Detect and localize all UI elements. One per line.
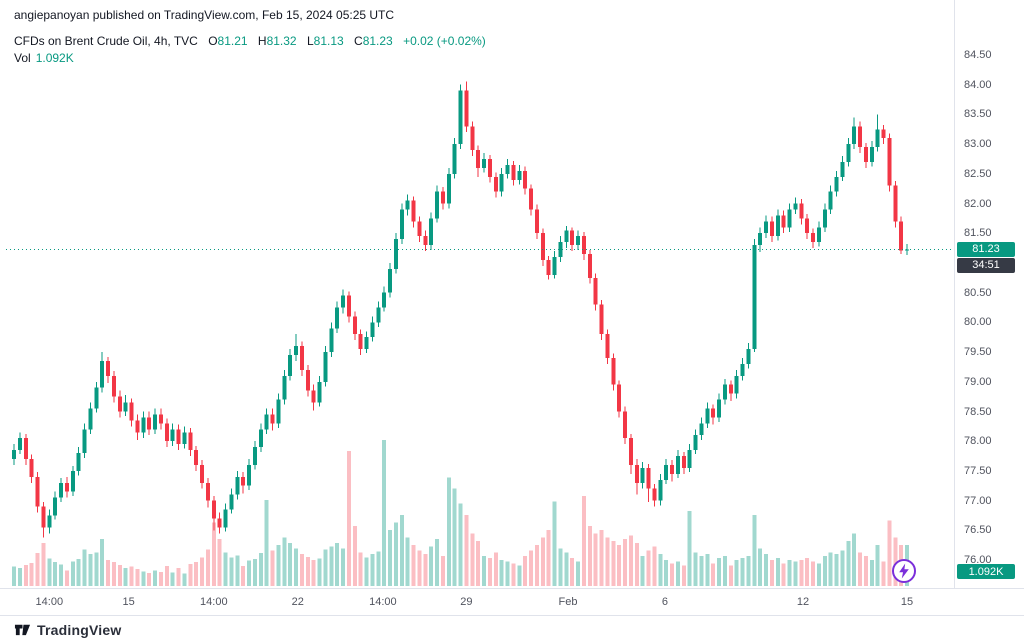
price-tick-label: 76.50 <box>964 524 992 537</box>
candlestick-chart[interactable] <box>0 0 1024 615</box>
price-tick-label: 78.00 <box>964 435 992 448</box>
publish-attribution: angiepanoyan published on TradingView.co… <box>14 8 395 22</box>
price-tick-label: 84.00 <box>964 78 992 91</box>
price-tick-label: 79.50 <box>964 346 992 359</box>
volume-legend: Vol 1.092K <box>14 51 74 65</box>
volume-value: 1.092K <box>35 51 74 65</box>
lightning-icon <box>899 563 909 579</box>
time-tick-label: Feb <box>558 596 578 608</box>
realtime-flash-button[interactable] <box>892 559 916 583</box>
symbol-legend: CFDs on Brent Crude Oil, 4h, TVC O81.21 … <box>14 34 486 48</box>
time-tick-label: 14:00 <box>35 596 64 608</box>
price-tick-label: 81.50 <box>964 227 992 240</box>
price-tick-label: 84.50 <box>964 49 992 61</box>
time-tick-label: 15 <box>900 596 914 608</box>
price-tick-label: 80.00 <box>964 316 992 329</box>
time-tick-label: 14:00 <box>369 596 397 608</box>
ohlc-low: L81.13 <box>306 34 344 48</box>
candles-layer <box>12 81 909 538</box>
time-tick-label: 12 <box>796 596 810 608</box>
price-tick-label: 77.50 <box>964 464 992 477</box>
price-tick-label: 82.50 <box>964 167 992 180</box>
footer-bar: TradingView <box>0 615 1024 643</box>
price-tick-label: 83.50 <box>964 108 992 121</box>
time-tick-label: 29 <box>460 596 473 608</box>
time-tick-label: 15 <box>122 596 135 608</box>
price-tick-label: 79.00 <box>964 375 992 388</box>
time-tick-label: 22 <box>291 596 304 608</box>
volume-axis-badge: 1.092K <box>957 564 1015 579</box>
ohlc-high: H81.32 <box>257 34 297 48</box>
volume-label: Vol <box>14 51 31 65</box>
time-tick-label: 14:00 <box>200 596 228 608</box>
tradingview-logo-icon[interactable] <box>14 621 31 638</box>
ohlc-open: O81.21 <box>208 34 248 48</box>
ohlc-close: C81.23 <box>354 34 393 48</box>
price-tick-label: 82.00 <box>964 197 992 210</box>
bar-countdown-badge: 34:51 <box>957 257 1015 273</box>
price-tick-label: 77.00 <box>964 494 992 507</box>
price-tick-label: 78.50 <box>964 405 992 418</box>
price-axis[interactable]: 84.5084.0083.5083.0082.5082.0081.5081.00… <box>954 0 1024 588</box>
tradingview-brand[interactable]: TradingView <box>37 621 122 638</box>
change-value: +0.02 (+0.02%) <box>403 34 486 48</box>
volume-layer <box>12 439 909 587</box>
price-tick-label: 80.50 <box>964 286 992 299</box>
last-price-badge: 81.23 <box>957 241 1015 257</box>
time-axis[interactable]: 14:00 15 14:00 22 14:00 29 Feb 6 12 15 <box>0 588 1024 616</box>
price-tick-label: 83.00 <box>964 138 992 151</box>
time-tick-label: 6 <box>661 596 668 608</box>
symbol-title: CFDs on Brent Crude Oil, 4h, TVC <box>14 34 198 48</box>
price-tick-label: 76.00 <box>964 554 992 566</box>
